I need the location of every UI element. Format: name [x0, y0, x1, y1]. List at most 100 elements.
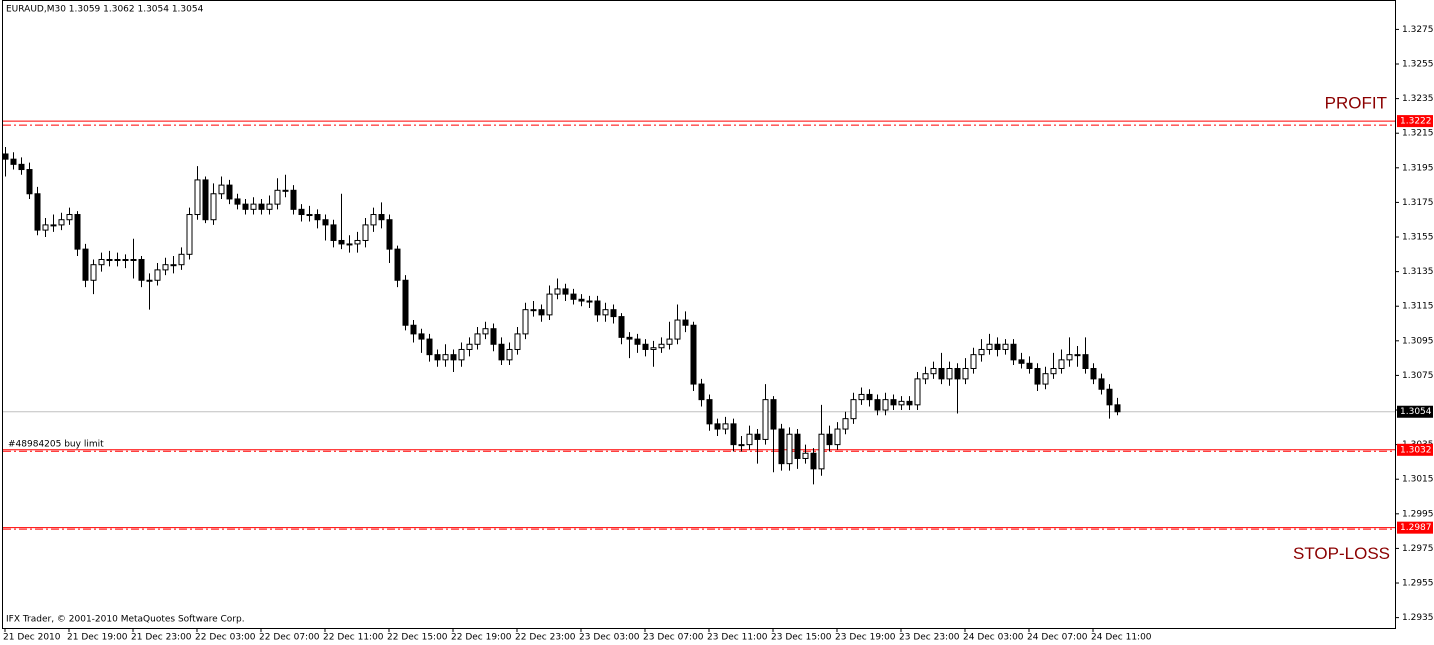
candle-body [554, 288, 561, 295]
footer: IFX Trader, © 2001-2010 MetaQuotes Softw… [6, 615, 245, 625]
y-tick-label: 1.3175 [1402, 198, 1434, 208]
candle-body [202, 179, 209, 221]
y-tick-label: 1.3115 [1402, 302, 1434, 312]
candle-body [914, 378, 921, 406]
candle-body [1042, 373, 1049, 385]
candle-body [810, 452, 817, 470]
candle-body [706, 399, 713, 425]
candle-body [82, 248, 89, 281]
x-tick-label: 21 Dec 19:00 [67, 633, 128, 643]
candle-body [842, 418, 849, 430]
candle-body [346, 243, 353, 246]
candle-body [666, 338, 673, 345]
x-tick-label: 22 Dec 23:00 [515, 633, 576, 643]
plot-frame [2, 0, 1396, 629]
candle-body [50, 224, 57, 227]
candle-body [498, 343, 505, 361]
candle-body [210, 193, 217, 221]
y-tick-label: 1.3195 [1402, 163, 1434, 173]
candle-body [1074, 354, 1081, 357]
candle-body [394, 248, 401, 281]
candle-body [386, 219, 393, 250]
level-price-box [1397, 443, 1433, 456]
candle-body [106, 259, 113, 262]
x-tick-label: 24 Dec 03:00 [963, 633, 1024, 643]
x-tick-label: 21 Dec 23:00 [131, 633, 192, 643]
candle-body [994, 343, 1001, 350]
candle-body [402, 279, 409, 326]
candle-body [1010, 343, 1017, 361]
candle-body [114, 259, 121, 262]
candle-body [538, 309, 545, 316]
candle-body [642, 343, 649, 350]
candle-body [322, 219, 329, 226]
y-tick-label: 1.2975 [1402, 544, 1434, 554]
candle-body [610, 309, 617, 318]
candle-body [802, 452, 809, 459]
candle-body [130, 259, 137, 262]
candle-body [866, 393, 873, 401]
candle-body [306, 214, 313, 217]
x-tick-label: 22 Dec 03:00 [195, 633, 256, 643]
candle-body [122, 259, 129, 262]
candle-body [442, 354, 449, 361]
x-tick-label: 22 Dec 07:00 [259, 633, 320, 643]
candle-body [714, 423, 721, 430]
candle-body [954, 367, 961, 380]
candle-body [770, 399, 777, 430]
y-tick-label: 1.3075 [1402, 371, 1434, 381]
x-tick-label: 22 Dec 11:00 [323, 633, 384, 643]
candle-body [234, 198, 241, 205]
candle-body [858, 393, 865, 401]
candle-body [18, 163, 25, 171]
candle-body [658, 343, 665, 349]
level-price-label: 1.3032 [1400, 445, 1432, 455]
candle-body [162, 264, 169, 271]
y-tick-label: 1.3095 [1402, 336, 1434, 346]
candle-body [354, 239, 361, 245]
x-tick-label: 23 Dec 19:00 [835, 633, 896, 643]
candle-body [370, 214, 377, 226]
x-tick-label: 22 Dec 19:00 [451, 633, 512, 643]
x-tick-label: 23 Dec 11:00 [707, 633, 768, 643]
candle-body [978, 348, 985, 356]
candle-body [418, 333, 425, 340]
candle-body [34, 193, 41, 231]
candle-body [906, 400, 913, 406]
candle-body [762, 399, 769, 440]
y-tick-label: 1.2995 [1402, 509, 1434, 519]
candle-body [1106, 388, 1113, 406]
candle-body [482, 328, 489, 335]
candle-body [602, 309, 609, 316]
candle-body [282, 189, 289, 192]
candle-body [618, 316, 625, 338]
candle-body [898, 400, 905, 406]
candle-body [746, 433, 753, 446]
level-annotation: PROFIT [1325, 94, 1387, 113]
candle-body [730, 423, 737, 446]
candle-body [66, 214, 73, 221]
candle-body [634, 338, 641, 345]
candle-body [362, 224, 369, 241]
candle-body [250, 203, 257, 210]
x-tick-label: 23 Dec 03:00 [579, 633, 640, 643]
candle-body [1034, 367, 1041, 385]
candle-body [970, 354, 977, 369]
candle-body [930, 367, 937, 375]
candle-body [290, 189, 297, 210]
candle-body [58, 219, 65, 226]
candle-body [1066, 354, 1073, 361]
candle-body [594, 300, 601, 316]
candle-body [170, 264, 177, 267]
candle-body [1098, 378, 1105, 390]
candle-body [154, 269, 161, 281]
candle-body [490, 328, 497, 345]
candle-body [274, 189, 281, 205]
candle-body [738, 444, 745, 447]
candle-body [834, 428, 841, 446]
candle-body [962, 367, 969, 380]
candle-body [26, 169, 33, 195]
candle-body [850, 399, 857, 420]
